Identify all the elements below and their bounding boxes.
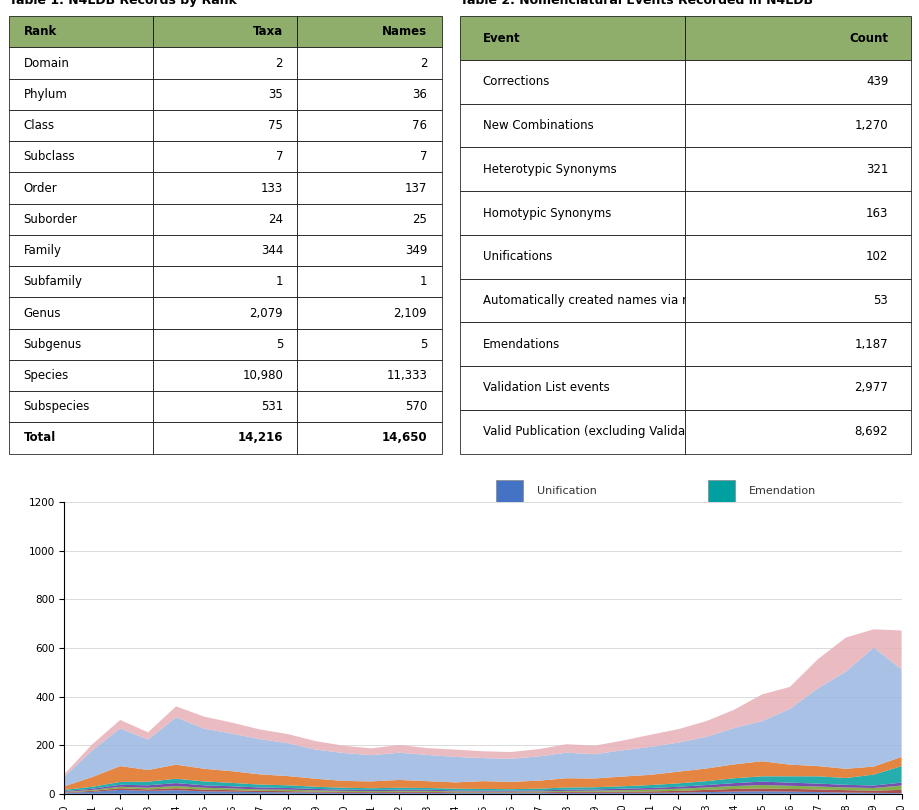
Text: Heterotypic Synonym: Heterotypic Synonym bbox=[536, 579, 656, 589]
Text: New Combination: New Combination bbox=[748, 532, 846, 543]
Bar bbox=[495, 526, 523, 548]
Bar bbox=[495, 480, 523, 502]
Bar bbox=[708, 620, 734, 641]
Bar bbox=[495, 573, 523, 595]
Text: Valid Publication: Valid Publication bbox=[748, 625, 839, 635]
Text: Table 1. N4LDB Records by Rank: Table 1. N4LDB Records by Rank bbox=[9, 0, 237, 7]
Text: Unification: Unification bbox=[536, 486, 596, 497]
Bar bbox=[708, 573, 734, 595]
Text: Effective Publication: Effective Publication bbox=[748, 579, 861, 589]
Bar bbox=[495, 620, 523, 641]
Text: Emendation: Emendation bbox=[748, 486, 815, 497]
Text: Table 2. Nomenclatural Events Recorded in N4LDB: Table 2. Nomenclatural Events Recorded i… bbox=[460, 0, 812, 7]
Text: Correction: Correction bbox=[536, 625, 594, 635]
Text: Homotypic Synonym: Homotypic Synonym bbox=[536, 532, 652, 543]
Bar bbox=[708, 526, 734, 548]
Bar bbox=[708, 480, 734, 502]
